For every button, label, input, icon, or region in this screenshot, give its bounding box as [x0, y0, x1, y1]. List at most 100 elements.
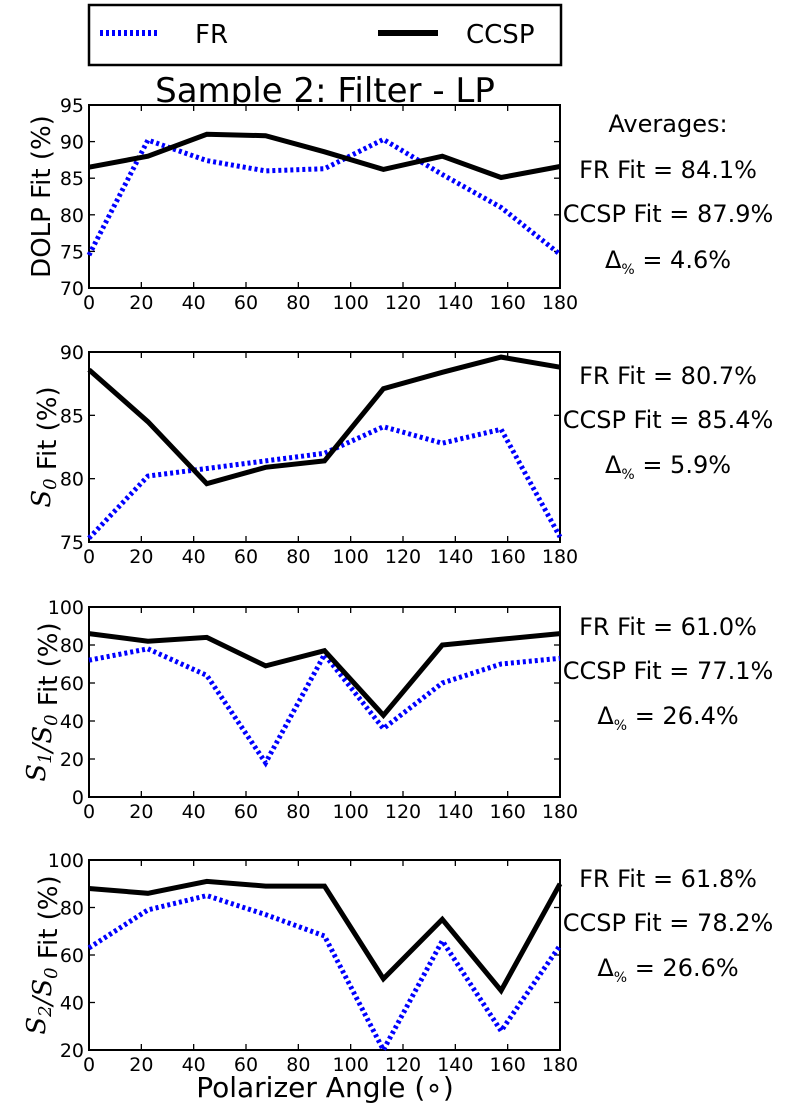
legend-ccsp-label: CCSP	[466, 20, 535, 50]
ccsp-fit-annotation: CCSP Fit = 77.1%	[563, 657, 774, 685]
y-tick-label: 90	[60, 342, 84, 364]
ccsp-fit-annotation: CCSP Fit = 85.4%	[563, 406, 774, 434]
ccsp-series-line	[88, 631, 561, 720]
x-tick-label: 140	[437, 801, 473, 823]
legend-fr-label: FR	[195, 20, 228, 50]
y-tick-label: 100	[48, 597, 84, 619]
y-tick-label: 40	[60, 711, 84, 733]
y-tick-label: 60	[60, 945, 84, 967]
x-tick-label: 180	[542, 801, 578, 823]
panel-3: 0 20 40 60 80 100 120 140 160 180020406080100S1/S…	[22, 597, 773, 823]
delta-symbol: Δ	[597, 954, 614, 982]
y-axis-label-subscript: 2	[35, 1005, 56, 1017]
x-tick-label: 80	[286, 546, 310, 568]
x-tick-label: 40	[182, 546, 206, 568]
x-tick-label: 80	[286, 292, 310, 314]
delta-annotation: Δ% = 26.4%	[597, 702, 738, 734]
y-tick-label: 80	[60, 898, 84, 920]
delta-symbol: Δ	[605, 451, 622, 479]
delta-value: = 26.6%	[627, 954, 739, 982]
x-tick-label: 40	[182, 292, 206, 314]
x-tick-label: 180	[542, 292, 578, 314]
x-tick-label: 20	[129, 1054, 153, 1076]
delta-symbol: Δ	[605, 246, 622, 274]
fr-fit-annotation: FR Fit = 61.0%	[579, 613, 757, 641]
fr-fit-annotation: FR Fit = 80.7%	[579, 362, 757, 390]
x-tick-label: 20	[129, 801, 153, 823]
y-axis-label-part: S	[28, 726, 58, 744]
x-tick-label: 60	[234, 292, 258, 314]
x-tick-label: 60	[234, 546, 258, 568]
y-tick-label: 80	[60, 469, 84, 491]
x-tick-label: 140	[437, 546, 473, 568]
y-axis-label-part: S	[22, 1017, 52, 1035]
delta-annotation: Δ% = 5.9%	[605, 451, 731, 483]
panels: 0 20 40 60 80 100 120 140 160 180707580859095DOLP…	[22, 95, 773, 1076]
x-tick-label: 0	[83, 546, 95, 568]
delta-subscript: %	[614, 970, 627, 986]
ccsp-series-line	[88, 131, 561, 181]
fr-series-line	[87, 893, 563, 1056]
y-tick-label: 95	[60, 95, 84, 117]
x-tick-label: 160	[490, 801, 526, 823]
y-axis-label-part: Fit (%)	[34, 875, 64, 967]
y-tick-label: 20	[60, 749, 84, 771]
y-tick-label: 20	[60, 1040, 84, 1062]
x-tick-label: 160	[490, 292, 526, 314]
x-tick-label: 60	[234, 801, 258, 823]
y-axis-label-part: S	[28, 979, 58, 997]
x-tick-label: 100	[333, 546, 369, 568]
y-tick-label: 0	[72, 787, 84, 809]
panel-4: 0 20 40 60 80 100 120 140 160 18020406080100S2/S0…	[22, 850, 773, 1076]
x-tick-label: 20	[129, 292, 153, 314]
legend: FR CCSP	[87, 3, 563, 67]
ccsp-series-line	[87, 354, 561, 487]
y-axis-label-subscript: 0	[41, 967, 62, 978]
delta-subscript: %	[614, 718, 627, 734]
x-tick-label: 40	[182, 1054, 206, 1076]
x-tick-label: 0	[83, 801, 95, 823]
x-tick-label: 0	[83, 1054, 95, 1076]
y-axis-label: S0 Fit (%)	[27, 386, 63, 507]
x-tick-label: 60	[234, 1054, 258, 1076]
y-tick-label: 60	[60, 673, 84, 695]
x-tick-label: 100	[333, 1054, 369, 1076]
y-axis-label-subscript: 0	[40, 478, 61, 489]
delta-value: = 5.9%	[635, 451, 731, 479]
axes-frame	[88, 104, 561, 289]
delta-annotation: Δ% = 26.6%	[597, 954, 738, 986]
delta-annotation: Δ% = 4.6%	[605, 246, 731, 278]
x-tick-label: 80	[286, 801, 310, 823]
x-axis-label: Polarizer Angle (∘)	[196, 1071, 454, 1104]
x-tick-label: 180	[542, 546, 578, 568]
y-tick-label: 90	[60, 132, 84, 154]
x-tick-label: 100	[333, 292, 369, 314]
y-axis-label-part: /	[28, 994, 58, 1008]
y-axis-label-part: /	[28, 741, 58, 755]
x-tick-label: 0	[83, 292, 95, 314]
x-tick-label: 120	[385, 1054, 421, 1076]
fr-fit-annotation: FR Fit = 61.8%	[579, 865, 757, 893]
ccsp-fit-annotation: CCSP Fit = 87.9%	[563, 200, 774, 228]
panel-1: 0 20 40 60 80 100 120 140 160 180 70 75 80 85 90 95DOLP…	[27, 95, 773, 314]
y-axis-label-part: Fit (%)	[33, 386, 63, 478]
delta-subscript: %	[621, 262, 634, 278]
x-tick-label: 40	[182, 801, 206, 823]
y-axis-label-part: Fit (%)	[34, 622, 64, 714]
x-tick-label: 160	[490, 546, 526, 568]
ccsp-series-line	[88, 878, 563, 996]
y-axis-label-part: S	[27, 490, 57, 508]
x-tick-label: 120	[385, 801, 421, 823]
delta-value: = 26.4%	[627, 702, 739, 730]
x-tick-label: 20	[129, 546, 153, 568]
y-axis-label-part: S	[22, 764, 52, 782]
y-tick-label: 85	[60, 168, 84, 190]
ccsp-fit-annotation: CCSP Fit = 78.2%	[563, 909, 774, 937]
y-tick-label: 75	[60, 532, 84, 554]
axes-frame	[88, 606, 561, 798]
x-tick-label: 180	[542, 1054, 578, 1076]
fr-fit-annotation: FR Fit = 84.1%	[579, 156, 757, 184]
x-tick-label: 100	[333, 801, 369, 823]
delta-subscript: %	[621, 467, 634, 483]
